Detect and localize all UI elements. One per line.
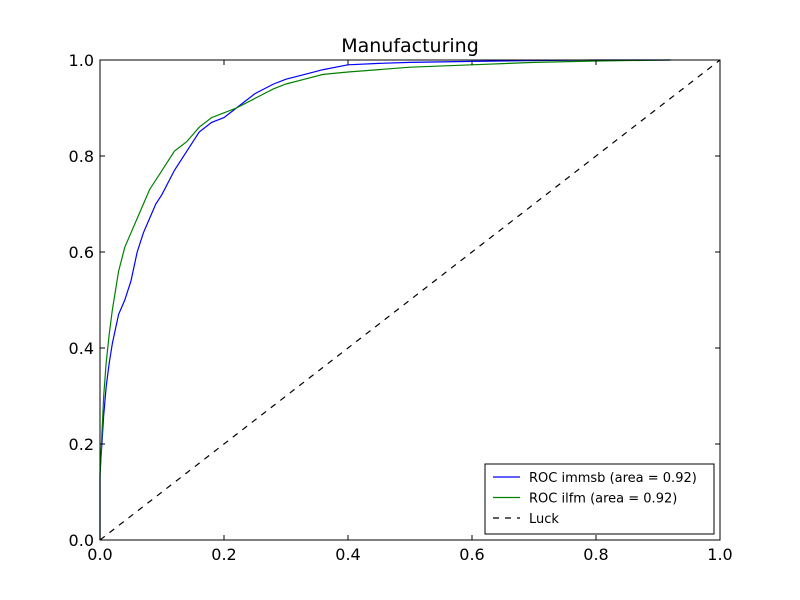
series-line-0 bbox=[99, 59, 671, 540]
y-tick-label: 0.2 bbox=[69, 435, 94, 454]
series-line-1 bbox=[99, 59, 671, 540]
x-tick-label: 0.2 bbox=[211, 545, 236, 564]
legend: ROC immsb (area = 0.92) ROC ilfm (area = … bbox=[484, 463, 715, 535]
series-layer bbox=[99, 59, 721, 541]
y-tick-label: 0.0 bbox=[69, 531, 94, 550]
y-tick-label: 0.6 bbox=[69, 243, 94, 262]
plot-frame bbox=[99, 59, 721, 541]
chart-title: Manufacturing bbox=[341, 35, 479, 57]
y-tick-label: 0.8 bbox=[69, 147, 94, 166]
x-tick-label: 1.0 bbox=[707, 545, 732, 564]
legend-box bbox=[484, 463, 715, 535]
x-tick-label: 0.8 bbox=[583, 545, 608, 564]
series-line-2 bbox=[99, 59, 721, 541]
x-tick-label: 0.6 bbox=[459, 545, 484, 564]
y-tick-label: 1.0 bbox=[69, 51, 94, 70]
legend-label-2: Luck bbox=[529, 512, 559, 527]
legend-label-1: ROC ilfm (area = 0.92) bbox=[529, 492, 677, 507]
axes-layer: 0.0 0.2 0.4 0.6 0.8 1.0 0.0 0.2 0.4 0.6 0.8 1.0 bbox=[69, 51, 733, 564]
legend-label-0: ROC immsb (area = 0.92) bbox=[529, 471, 697, 486]
y-tick-label: 0.4 bbox=[69, 339, 94, 358]
x-tick-label: 0.4 bbox=[335, 545, 360, 564]
x-tick-label: 0.0 bbox=[87, 545, 112, 564]
